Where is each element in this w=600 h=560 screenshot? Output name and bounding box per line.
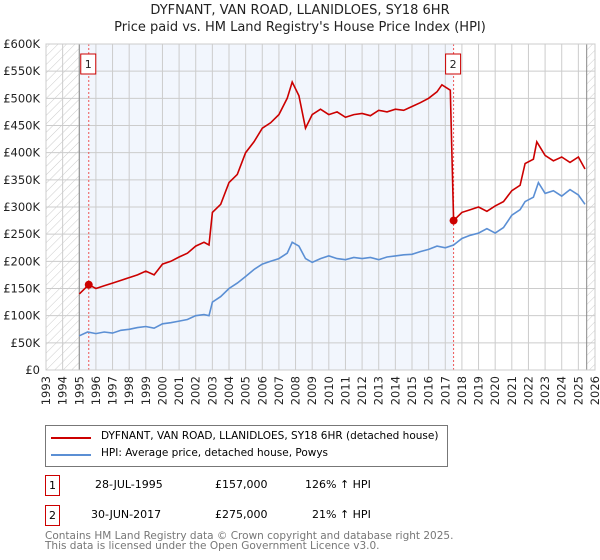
y-tick-label: £150K [3,282,40,296]
transaction-row: 2 30-JUN-2017 £275,000 21% ↑ HPI [45,505,465,526]
x-tick-label: 2020 [488,376,502,405]
y-tick-label: £600K [3,37,40,51]
x-tick-label: 2000 [155,376,169,405]
price-chart: 1993 1994 1995 1996 1997 1998 1999 2000 2001 2002… [3,37,600,405]
x-tick-label: 2002 [189,376,203,405]
x-tick-label: 2023 [538,376,552,405]
x-tick-label: 2013 [372,376,386,405]
x-tick-label: 2004 [222,376,236,405]
x-tick-label: 1993 [39,376,53,405]
transaction-number: 2 [45,505,60,526]
y-tick-label: £300K [3,200,40,214]
x-tick-label: 2003 [205,376,219,405]
y-tick-label: £50K [11,336,41,350]
x-tick-label: 2010 [322,376,336,405]
x-tick-label: 2007 [272,376,286,405]
x-tick-label: 2011 [338,376,352,405]
x-tick-label: 1998 [122,376,136,405]
sale-label-box [445,53,462,75]
x-tick-label: 2017 [438,376,452,405]
legend: DYFNANT, VAN ROAD, LLANIDLOES, SY18 6HR … [45,425,448,467]
x-tick-label: 2019 [472,376,486,405]
x-tick-label: 2025 [571,376,585,405]
x-tick-label: 2018 [455,376,469,405]
y-tick-label: £0 [25,363,40,377]
transaction-price: £275,000 [215,508,268,521]
transaction-number: 1 [45,475,60,496]
sale-point [84,280,93,289]
sale-label: 1 [85,58,92,71]
transaction-hpi: 21% ↑ HPI [312,508,371,521]
transaction-hpi: 126% ↑ HPI [305,478,371,491]
sale-label-box [80,53,97,75]
x-tick-label: 2005 [239,376,253,405]
x-tick-label: 2014 [388,376,402,405]
y-tick-label: £350K [3,173,40,187]
sale-point [449,216,458,225]
x-tick-label: 2015 [405,376,419,405]
property-price-line [78,79,586,295]
transaction-row: 1 28-JUL-1995 £157,000 126% ↑ HPI [45,475,465,496]
x-tick-label: 2022 [521,376,535,405]
legend-label-hpi: HPI: Average price, detached house, Powy… [101,447,329,459]
x-tick-label: 1999 [139,376,153,405]
footer: Contains HM Land Registry data © Crown c… [45,530,454,552]
legend-swatch-hpi [51,454,91,456]
x-tick-label: 2016 [422,376,436,405]
y-tick-label: £450K [3,119,40,133]
hpi-line [78,180,586,337]
x-tick-label: 2001 [172,376,186,405]
x-tick-label: 2006 [255,376,269,405]
y-tick-label: £400K [3,146,40,160]
x-tick-label: 2009 [305,376,319,405]
transaction-date: 30-JUN-2017 [91,508,162,521]
sale-label: 2 [450,58,457,71]
plot-border [45,43,596,371]
x-tick-label: 2008 [289,376,303,405]
legend-label-property: DYFNANT, VAN ROAD, LLANIDLOES, SY18 6HR … [101,430,439,442]
transaction-price: £157,000 [215,478,268,491]
x-tick-label: 1994 [56,376,70,405]
y-tick-label: £250K [3,227,40,241]
x-tick-label: 2024 [555,376,569,405]
y-tick-label: £550K [3,64,40,78]
x-tick-label: 1997 [106,376,120,405]
x-tick-label: 2021 [505,376,519,405]
footer-line-2: This data is licensed under the Open Gov… [45,540,380,552]
y-tick-label: £100K [3,309,40,323]
transaction-date: 28-JUL-1995 [95,478,163,491]
chart-subtitle: Price paid vs. HM Land Registry's House … [114,20,486,35]
x-tick-label: 1996 [89,376,103,405]
y-tick-label: £500K [3,91,40,105]
x-tick-label: 2012 [355,376,369,405]
x-tick-label: 2026 [588,376,600,405]
x-tick-label: 1995 [72,376,86,405]
footer-line-1: Contains HM Land Registry data © Crown c… [45,530,454,542]
legend-swatch-property [51,437,91,439]
y-tick-label: £200K [3,254,40,268]
chart-title: DYFNANT, VAN ROAD, LLANIDLOES, SY18 6HR [150,3,450,18]
